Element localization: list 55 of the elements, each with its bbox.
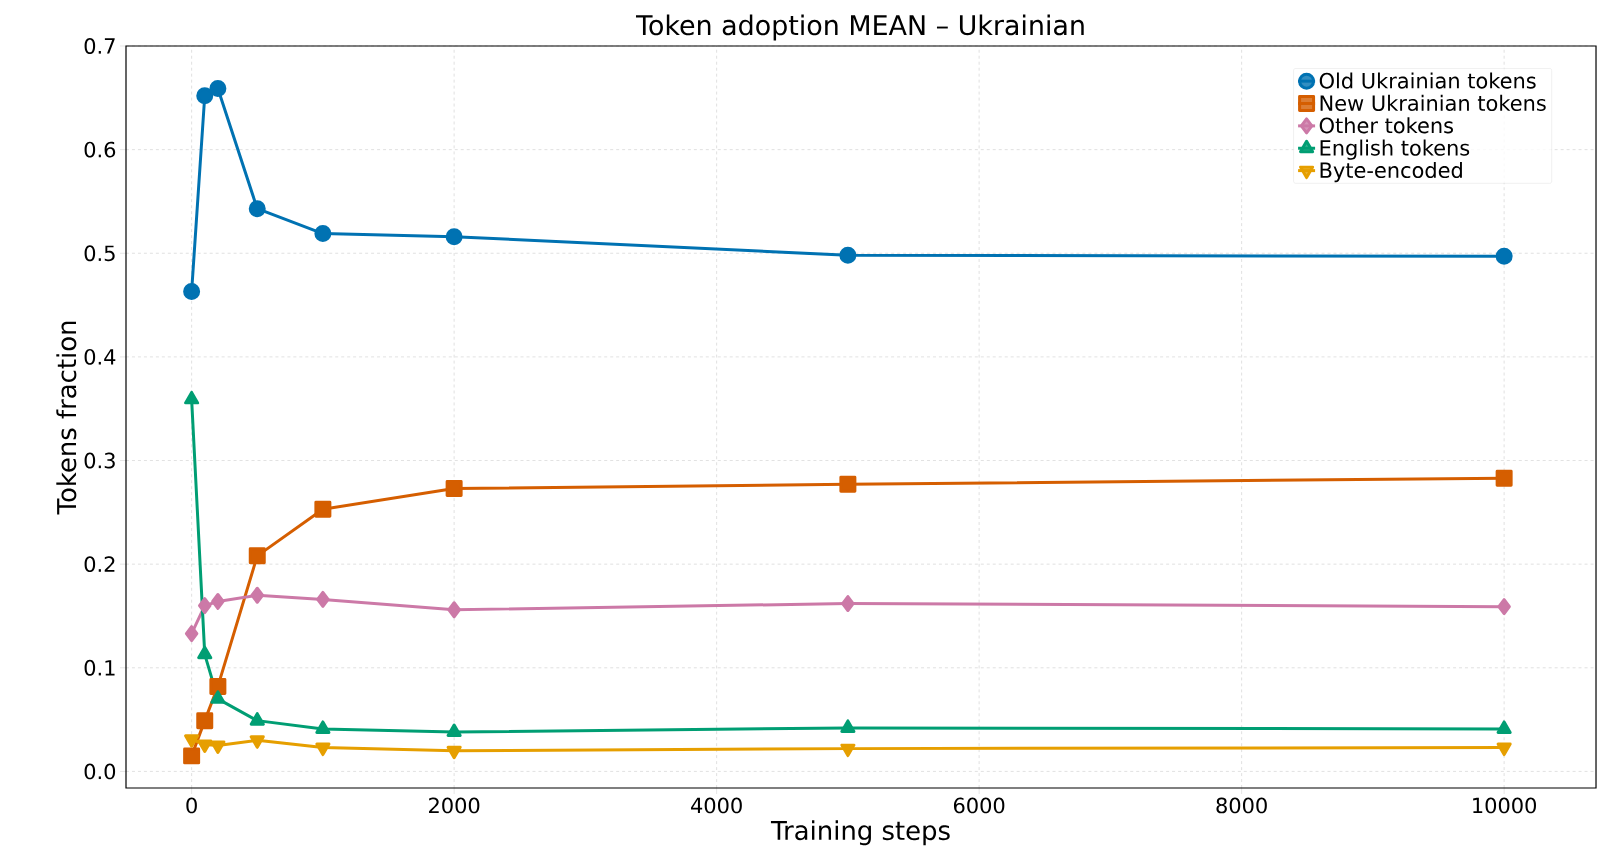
legend-label: Other tokens [1319,117,1454,134]
point [1496,742,1512,757]
y-tick-label: 0.6 [84,141,116,158]
point [447,601,461,619]
legend-label: Byte-encoded [1320,161,1462,183]
point [314,225,332,243]
point [445,228,463,246]
point [1495,469,1513,487]
x-tick-label: 10000 [1473,797,1536,814]
point [209,677,227,695]
point [841,595,855,613]
x-tick-label: 8000 [1216,797,1267,814]
point [446,745,462,760]
chart-title: Token adoption MEAN – Ukrainian [635,14,1084,41]
point [248,547,266,565]
point [198,597,212,615]
x-tick-label: 4000 [691,797,742,814]
point [445,480,463,497]
y-tick-label: 0.5 [84,245,115,262]
legend-label: Old Ukrainian tokens [1319,72,1536,89]
y-tick-label: 0.1 [84,659,115,676]
point [1495,247,1513,265]
y-tick-label: 0.7 [84,38,115,54]
point [839,475,857,493]
point [197,739,213,753]
y-tick-label: 0.3 [84,452,115,469]
point [183,747,201,765]
point [314,500,332,518]
point [209,79,227,97]
x-tick-label: 6000 [953,797,1005,814]
point [210,740,226,755]
point [183,283,201,301]
point [211,592,225,610]
y-tick-label: 0.4 [84,348,116,365]
point [250,586,264,604]
point [315,742,331,757]
point [840,743,856,758]
point [184,625,199,643]
x-tick-label: 0 [186,797,197,814]
point [839,246,857,264]
point [196,712,214,730]
legend-label: New Ukrainian tokens [1320,94,1546,111]
legend-label: English tokens [1320,139,1470,160]
point [249,735,265,749]
point [184,390,200,405]
point [184,734,200,748]
x-axis-title: Training steps [770,820,950,846]
y-tick-label: 0.2 [84,556,115,573]
y-axis-title: Tokens fraction [56,321,77,515]
y-tick-label: 0.0 [84,763,116,780]
point [196,87,214,105]
point [1497,598,1511,616]
point [316,590,330,608]
point [248,200,266,218]
x-tick-label: 2000 [429,797,480,814]
